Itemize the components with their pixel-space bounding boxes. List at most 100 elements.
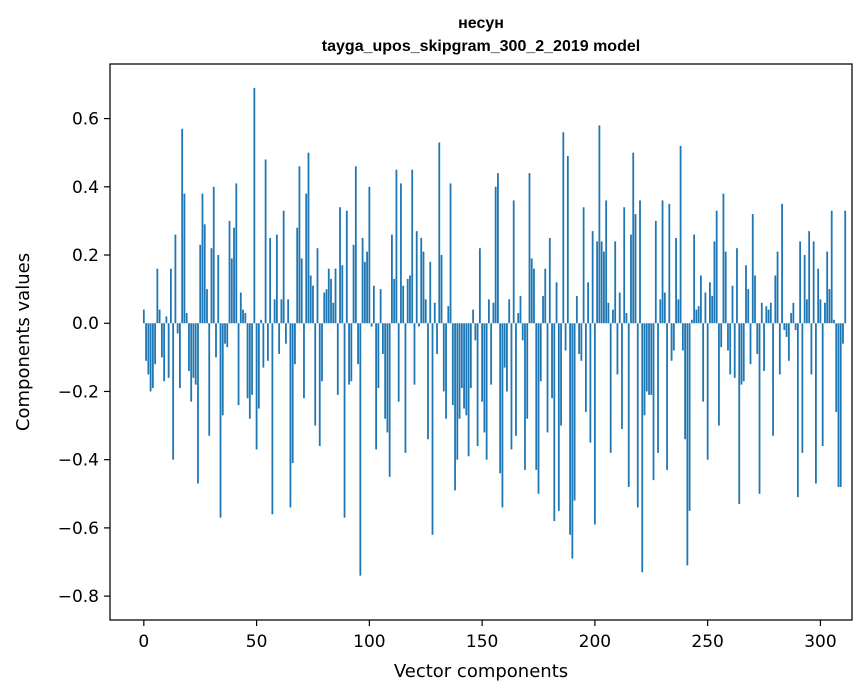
bar	[551, 323, 553, 399]
bar	[623, 207, 626, 324]
bar	[740, 323, 743, 385]
bar	[352, 244, 355, 324]
bar	[221, 323, 224, 416]
bar	[663, 292, 666, 324]
bar	[445, 323, 447, 419]
bar	[526, 323, 529, 419]
bar	[668, 203, 671, 324]
bar	[819, 299, 822, 324]
chart-subtitle: tayga_upos_skipgram_300_2_2019 model	[322, 38, 640, 55]
y-tick-label: −0.2	[58, 382, 99, 402]
bar	[156, 268, 159, 324]
bar	[350, 323, 353, 382]
bar	[160, 323, 163, 358]
bar	[433, 302, 436, 324]
bar	[589, 323, 592, 443]
bar	[593, 323, 596, 525]
bar	[257, 323, 260, 409]
bar	[321, 323, 323, 382]
bar	[345, 210, 348, 324]
bar	[548, 237, 551, 324]
bar	[681, 323, 684, 351]
bar	[235, 183, 238, 324]
bar	[226, 323, 229, 348]
bar	[810, 323, 813, 375]
bar	[824, 302, 826, 324]
bar	[280, 299, 283, 324]
bar	[528, 173, 531, 324]
bar	[215, 323, 217, 358]
bar	[192, 323, 195, 378]
bar	[438, 142, 441, 324]
bar	[715, 210, 718, 324]
bar	[451, 323, 454, 406]
bar	[837, 323, 840, 487]
bar	[808, 231, 811, 324]
y-tick-label: 0.4	[72, 178, 99, 198]
bar	[427, 323, 429, 440]
bar	[289, 323, 292, 508]
y-tick-label: 0.2	[72, 246, 99, 266]
bar	[343, 323, 346, 518]
bar	[424, 299, 427, 324]
bar	[354, 166, 357, 324]
bar	[727, 323, 729, 351]
bar	[582, 207, 585, 324]
bar	[273, 299, 276, 324]
bar	[769, 302, 772, 324]
bar	[835, 323, 838, 412]
bar	[476, 323, 479, 447]
bar	[255, 323, 258, 450]
bar	[327, 268, 330, 324]
bar	[499, 323, 502, 474]
bar	[357, 323, 359, 365]
bar	[787, 323, 790, 361]
bar	[684, 323, 686, 440]
bar	[305, 193, 308, 324]
bar	[533, 268, 535, 324]
bar	[745, 265, 747, 324]
bar	[711, 295, 714, 324]
bar	[147, 323, 150, 375]
bar	[248, 323, 251, 419]
bar	[463, 323, 465, 409]
x-tick-label: 300	[804, 632, 836, 652]
bar	[183, 193, 186, 324]
bar	[458, 323, 461, 419]
bar	[266, 323, 269, 361]
bar	[260, 319, 262, 324]
bar	[253, 87, 256, 324]
bar	[409, 275, 411, 324]
bar	[149, 323, 152, 392]
bar	[803, 255, 806, 324]
bar	[706, 323, 709, 460]
bar	[497, 173, 499, 324]
bar	[366, 251, 368, 324]
bar	[377, 323, 380, 389]
bar	[194, 323, 197, 385]
chart-title: несун	[458, 15, 504, 32]
bar	[341, 265, 344, 324]
bar	[645, 323, 648, 392]
bar	[442, 323, 445, 392]
y-tick-label: 0.6	[72, 110, 99, 130]
bar	[325, 289, 328, 324]
bar	[169, 268, 172, 324]
bar	[718, 323, 720, 426]
bar	[778, 323, 781, 375]
bar	[566, 156, 569, 324]
bar	[203, 224, 206, 324]
y-axis: 0.6 0.4 0.2 0.0 −0.2 −0.4 −0.6 −0.8	[58, 110, 110, 607]
bar	[733, 323, 736, 378]
bar	[239, 292, 242, 324]
bar	[767, 309, 770, 324]
bar	[697, 306, 700, 324]
bar	[519, 295, 522, 324]
bar	[330, 278, 332, 324]
bar	[695, 309, 698, 324]
bar	[151, 323, 154, 389]
plot-frame	[109, 63, 853, 621]
bar	[494, 186, 497, 324]
bar	[199, 244, 202, 324]
bar	[158, 309, 161, 324]
